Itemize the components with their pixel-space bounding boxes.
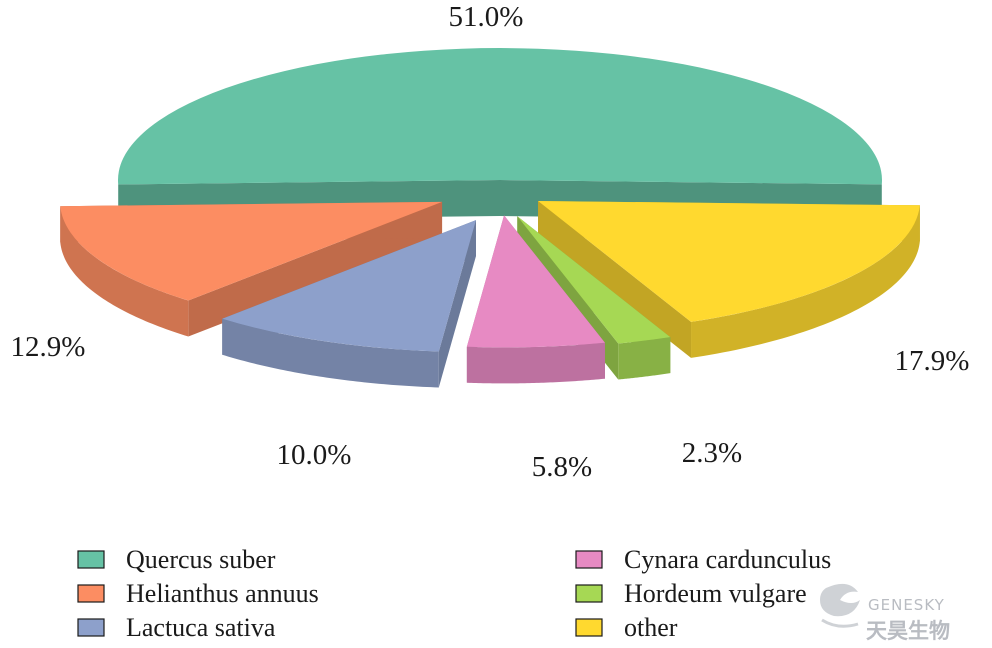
slice-top [538,200,920,322]
legend-swatch [575,584,603,603]
legend-swatch [575,618,603,637]
slice-side [618,337,671,380]
percentage-label: 12.9% [11,331,86,363]
slice-side [691,205,920,358]
legend-label: Quercus suber [126,545,276,574]
legend-label: other [624,613,678,642]
legend-item: other [575,613,678,642]
legend-swatch [77,550,105,569]
slice-top [117,48,882,185]
legend-swatch [77,584,105,603]
watermark-brand: GENESKY [868,596,945,614]
legend-item: Cynara cardunculus [575,545,831,574]
percentage-label: 10.0% [277,439,352,471]
percentage-label: 2.3% [682,437,742,469]
legend-item: Quercus suber [77,545,276,574]
legend-swatch [575,550,603,569]
pie-slice [466,215,605,384]
slice-wall [538,200,692,358]
slice-top [517,216,671,344]
watermark: GENESKY 天昊生物 [820,583,950,643]
slice-top [222,220,476,352]
pie-slice [60,201,443,337]
watermark-brand-cn: 天昊生物 [866,619,950,643]
slice-side [60,206,189,337]
pie-slice [538,200,920,358]
legend-item: Helianthus annuus [77,579,319,608]
percentage-label: 5.8% [532,451,592,483]
legend-label: Cynara cardunculus [624,545,831,574]
legend-label: Hordeum vulgare [624,579,807,608]
slice-wall [438,220,476,388]
legend-label: Helianthus annuus [126,579,319,608]
pie-slices [60,48,920,388]
genesky-logo-icon [820,583,860,628]
legend-swatch [77,618,105,637]
pie-slice [117,48,882,221]
legend-item: Lactuca sativa [77,613,276,642]
percentage-labels: 51.0% 12.9% 10.0% 5.8% 2.3% 17.9% [11,1,970,483]
percentage-label: 51.0% [449,1,524,33]
legend-label: Lactuca sativa [126,613,276,642]
percentage-label: 17.9% [895,345,970,377]
slice-top [466,215,605,348]
legend: Quercus suber Helianthus annuus Lactuca sa… [77,545,831,642]
slice-top [60,201,443,301]
legend-item: Hordeum vulgare [575,579,807,608]
slice-side [466,342,605,384]
pie-slice [222,220,476,388]
slice-side [222,318,439,388]
